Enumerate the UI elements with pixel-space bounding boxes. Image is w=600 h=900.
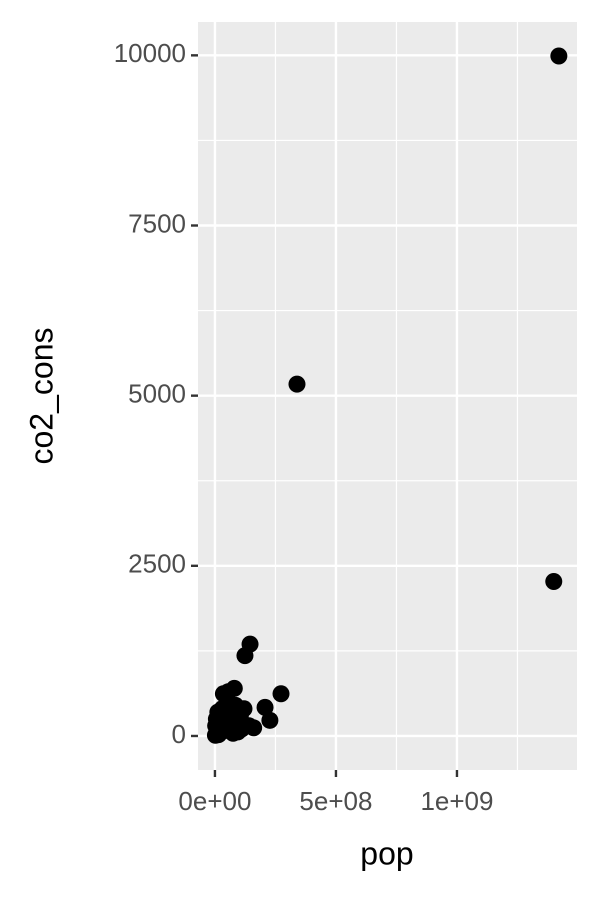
point [550, 47, 568, 65]
x-tick-label: 1e+09 [420, 786, 493, 816]
y-tick-label: 0 [172, 719, 186, 749]
points [206, 47, 568, 744]
point [272, 685, 290, 703]
point [210, 724, 228, 742]
axes: 0 2500 5000 7500 10000 0e+00 5e+08 1e+09 [114, 38, 494, 816]
x-axis-title: pop [360, 835, 413, 871]
point [545, 572, 563, 590]
y-tick-label: 5000 [128, 379, 186, 409]
point [209, 703, 227, 721]
point [261, 711, 279, 729]
point [235, 700, 253, 718]
y-axis-title: co2_cons [23, 328, 59, 465]
point [225, 679, 243, 697]
grid [198, 22, 577, 770]
point [256, 698, 274, 716]
x-tick-label: 5e+08 [299, 786, 372, 816]
point [288, 375, 306, 393]
point [245, 719, 263, 737]
y-tick-label: 7500 [128, 208, 186, 238]
x-tick-label: 0e+00 [178, 786, 251, 816]
y-tick-label: 2500 [128, 549, 186, 579]
point [236, 647, 254, 665]
y-tick-label: 10000 [114, 38, 186, 68]
